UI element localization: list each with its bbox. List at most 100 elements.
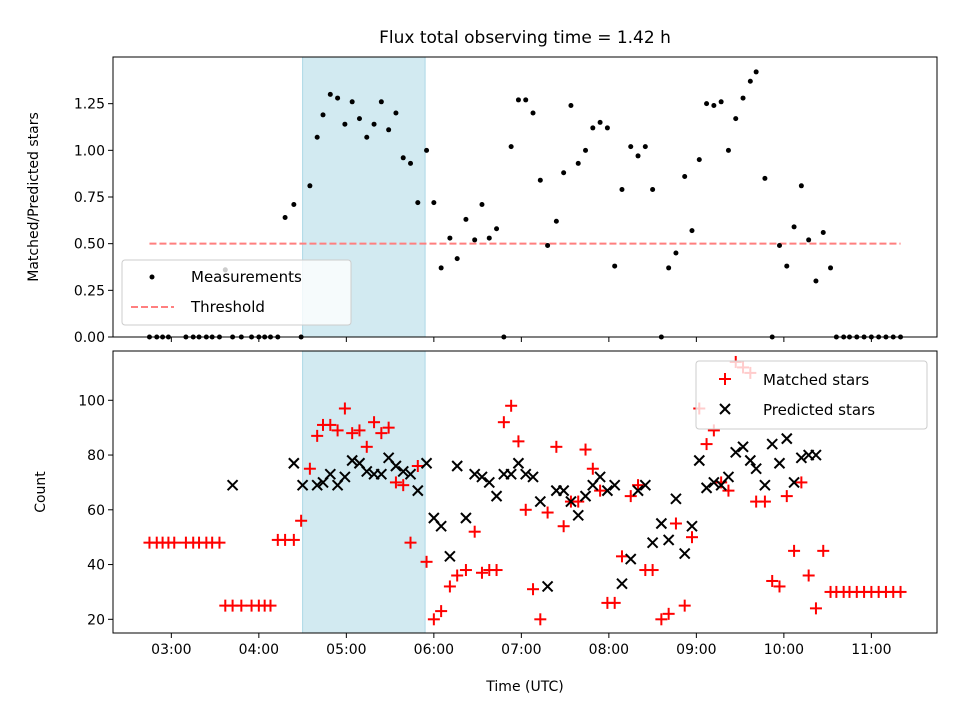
measurement-point — [314, 134, 320, 140]
predicted-star-point — [678, 547, 691, 560]
predicted-star-point — [420, 457, 433, 469]
measurement-point — [725, 147, 731, 153]
measurement-point — [349, 99, 355, 105]
legend-predicted-label: Predicted stars — [763, 401, 875, 419]
measurement-point — [400, 155, 406, 161]
measurement-point — [291, 201, 297, 207]
legend-matched-label: Matched stars — [763, 371, 869, 389]
matched-star-point — [360, 440, 373, 453]
measurement-point — [696, 157, 702, 163]
measurement-point — [523, 97, 529, 103]
measurement-point — [798, 183, 804, 189]
x-tick-label: 07:00 — [501, 642, 541, 658]
measurement-point — [762, 175, 768, 181]
top-legend: Measurements Threshold — [121, 259, 352, 326]
matched-star-point — [295, 514, 308, 527]
measurement-point — [486, 235, 492, 241]
matched-star-point — [541, 506, 554, 519]
y-tick-label: 100 — [78, 393, 105, 409]
x-tick-label: 04:00 — [239, 642, 279, 658]
measurement-point — [537, 177, 543, 183]
matched-star-point — [669, 517, 682, 530]
matched-star-point — [624, 490, 637, 503]
measurement-point — [612, 263, 618, 269]
measurement-point — [820, 229, 826, 235]
predicted-star-point — [810, 449, 822, 461]
matched-star-point — [700, 438, 713, 451]
x-tick-label: 03:00 — [151, 642, 191, 658]
bottom-panel-frame — [112, 350, 938, 634]
matched-star-point — [632, 479, 645, 492]
matched-star-point — [451, 569, 464, 582]
matched-star-point — [168, 536, 181, 549]
measurement-point — [364, 134, 370, 140]
matched-star-point — [475, 566, 488, 579]
matched-star-point — [594, 484, 607, 497]
measurement-point — [479, 201, 485, 207]
matched-star-point — [368, 416, 381, 429]
predicted-star-point — [288, 457, 300, 469]
predicted-star-point — [483, 476, 495, 489]
matched-star-point — [655, 613, 668, 626]
predicted-star-point — [608, 479, 621, 491]
measurement-point — [393, 110, 399, 116]
measurement-point — [431, 200, 437, 206]
measurement-point — [342, 121, 348, 127]
matched-star-point — [817, 544, 830, 557]
matched-star-point — [678, 599, 691, 612]
matched-star-point — [780, 490, 793, 503]
predicted-star-point — [625, 553, 637, 565]
measurement-point — [545, 243, 551, 249]
measurement-point — [784, 263, 790, 269]
predicted-star-point — [759, 479, 771, 491]
y-tick-label: 0.00 — [74, 330, 105, 346]
matched-star-point — [527, 583, 540, 596]
measurement-point — [515, 97, 521, 103]
matched-star-point — [382, 421, 395, 434]
predicted-star-point — [534, 495, 547, 508]
legend-matched-marker — [719, 373, 731, 385]
measurement-point — [438, 265, 444, 271]
measurement-point — [463, 216, 469, 222]
matched-star-point — [346, 427, 359, 440]
measurement-point — [575, 160, 581, 166]
predicted-star-point — [444, 550, 456, 563]
predicted-star-point — [311, 479, 323, 491]
predicted-star-point — [686, 520, 698, 532]
measurement-point — [604, 125, 610, 131]
measurement-point — [619, 187, 625, 193]
measurement-point — [386, 127, 392, 133]
matched-star-point — [420, 555, 433, 568]
matched-star-point — [375, 427, 388, 440]
measurement-point — [642, 144, 648, 150]
x-tick-label: 11:00 — [851, 642, 891, 658]
predicted-star-point — [788, 476, 800, 489]
top-panel: 0.00 0.25 0.50 0.75 1.00 1.25 Matched/Predict… — [26, 56, 938, 346]
predicted-star-point — [773, 457, 786, 469]
measurement-point — [561, 170, 567, 176]
measurement-point — [747, 78, 753, 84]
matched-star-point — [404, 536, 417, 549]
measurement-point — [327, 91, 333, 97]
matched-star-point — [443, 580, 456, 593]
measurement-point — [689, 228, 695, 234]
y-tick-label: 1.00 — [74, 143, 105, 159]
matched-star-point — [490, 564, 503, 577]
matched-star-point — [534, 613, 547, 626]
predicted-star-point — [435, 520, 447, 532]
predicted-star-point — [512, 457, 525, 469]
measurement-point — [472, 237, 478, 243]
matched-star-point — [646, 564, 659, 577]
matched-star-point — [766, 574, 779, 587]
matched-star-point — [397, 479, 410, 492]
predicted-star-point — [795, 452, 808, 464]
measurement-point — [673, 250, 679, 256]
legend-threshold-label: Threshold — [190, 298, 265, 316]
predicted-star-point — [375, 468, 388, 480]
predicted-star-point — [579, 490, 592, 502]
predicted-star-point — [505, 468, 517, 480]
measurement-point — [740, 95, 746, 101]
matched-star-point — [758, 495, 771, 508]
chart-title: Flux total observing time = 1.42 h — [379, 28, 671, 48]
predicted-star-point — [476, 471, 488, 483]
